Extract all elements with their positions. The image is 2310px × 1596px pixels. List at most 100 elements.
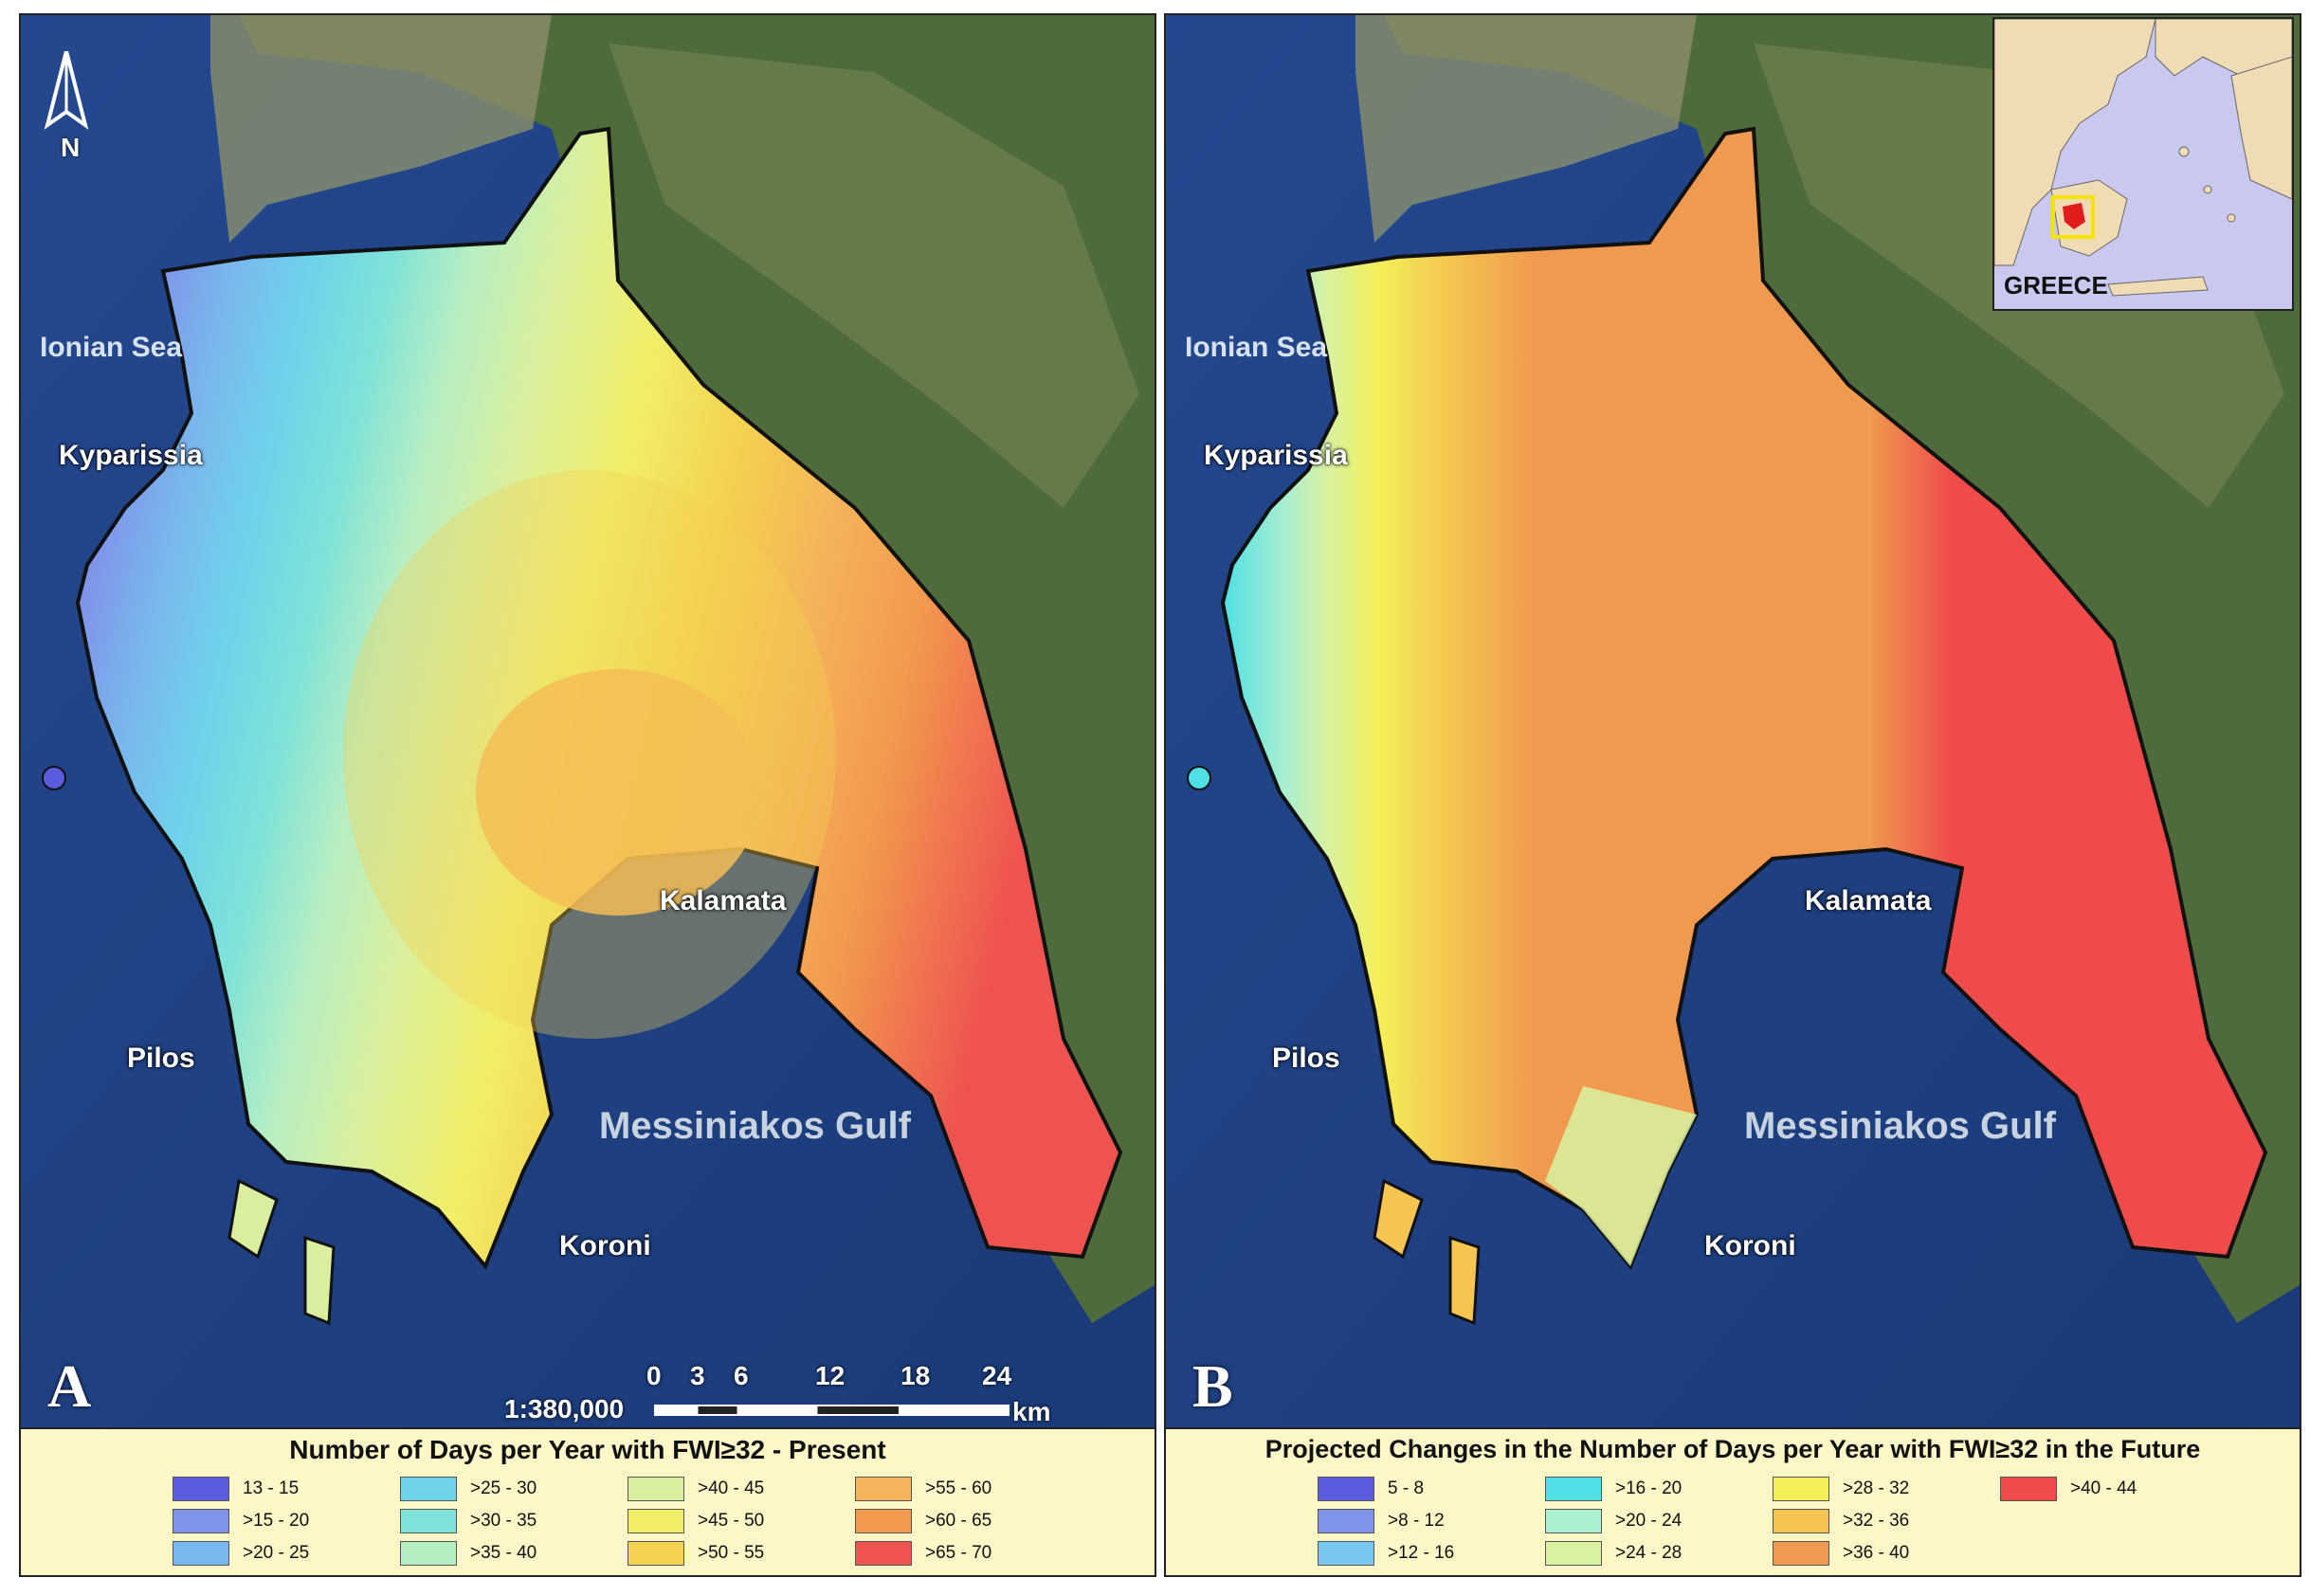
legend-swatch: [1318, 1541, 1374, 1566]
legend-swatch: [628, 1477, 684, 1501]
legend-label: >40 - 44: [2070, 1478, 2137, 1498]
kalamata-label: Kalamata: [660, 885, 787, 916]
legend-items-present: 13 - 15 >15 - 20 >20 - 25 >25 - 30 >30 - 35 >…: [21, 1477, 1155, 1571]
legend-item: >45 - 50: [628, 1509, 764, 1533]
legend-label: 5 - 8: [1388, 1478, 1425, 1498]
legend-item: >30 - 35: [400, 1509, 537, 1533]
legend-label: >25 - 30: [470, 1478, 537, 1498]
panel-letter-b: B: [1192, 1352, 1233, 1420]
legend-label: >50 - 55: [698, 1543, 765, 1563]
legend-swatch: [400, 1477, 457, 1501]
legend-swatch: [400, 1509, 457, 1533]
legend-title-future: Projected Changes in the Number of Days …: [1264, 1435, 2201, 1463]
legend-swatch: [400, 1541, 457, 1566]
legend-swatch: [1773, 1509, 1829, 1533]
legend-label: >24 - 28: [1615, 1543, 1682, 1563]
legend-label: >30 - 35: [470, 1511, 537, 1531]
legend-label: >36 - 40: [1843, 1543, 1910, 1563]
legend-title-present: Number of Days per Year with FWI≥32 - Pr…: [289, 1435, 886, 1464]
legend-item: >16 - 20: [1545, 1477, 1682, 1501]
legend-label: >16 - 20: [1615, 1478, 1682, 1498]
scale-tick-12: 12: [815, 1361, 846, 1390]
legend-label: >45 - 50: [698, 1511, 765, 1531]
kyparissia-label: Kyparissia: [59, 440, 203, 471]
legend-item: >35 - 40: [400, 1541, 537, 1566]
legend-label: >40 - 45: [698, 1478, 765, 1498]
legend-swatch: [173, 1477, 229, 1501]
scale-unit: km: [1012, 1397, 1051, 1426]
panel-letter-a: A: [47, 1352, 92, 1420]
koroni-label: Koroni: [1704, 1230, 1796, 1261]
ionian-sea-label: Ionian Sea: [1185, 332, 1328, 363]
legend-swatch: [855, 1541, 912, 1566]
legend-item: >24 - 28: [1545, 1541, 1682, 1566]
scale-bar: [654, 1405, 1009, 1416]
legend-item: 5 - 8: [1318, 1477, 1424, 1501]
pilos-label: Pilos: [1272, 1043, 1340, 1074]
kyparissia-label: Kyparissia: [1204, 440, 1348, 471]
legend-item: >36 - 40: [1773, 1541, 1909, 1566]
pilos-label: Pilos: [127, 1043, 195, 1074]
legend-swatch: [628, 1541, 684, 1566]
greece-inset-svg: [1994, 19, 2292, 297]
legend-item: >40 - 44: [2000, 1477, 2137, 1501]
ionian-sea-label: Ionian Sea: [40, 332, 183, 363]
messiniakos-gulf-label: Messiniakos Gulf: [599, 1105, 911, 1147]
legend-swatch: [1773, 1477, 1829, 1501]
legend-item: >15 - 20: [173, 1509, 309, 1533]
legend-future: Projected Changes in the Number of Days …: [1166, 1427, 2300, 1575]
legend-label: >35 - 40: [470, 1543, 537, 1563]
legend-label: >12 - 16: [1388, 1543, 1455, 1563]
legend-label: >60 - 65: [925, 1511, 992, 1531]
legend-items-future: 5 - 8 >8 - 12 >12 - 16 >16 - 20 >20 - 24 >24 …: [1166, 1477, 2300, 1571]
legend-swatch: [855, 1477, 912, 1501]
legend-label: >65 - 70: [925, 1543, 992, 1563]
scale-ratio: 1:380,000: [504, 1394, 625, 1424]
legend-label: >20 - 24: [1615, 1511, 1682, 1531]
greece-inset-map: GREECE: [1992, 17, 2294, 311]
legend-item: 13 - 15: [173, 1477, 299, 1501]
legend-swatch: [1318, 1477, 1374, 1501]
kalamata-label: Kalamata: [1805, 885, 1932, 916]
map-present: [21, 15, 1155, 1427]
koroni-label: Koroni: [559, 1230, 651, 1261]
legend-item: >50 - 55: [628, 1541, 764, 1566]
legend-item: >40 - 45: [628, 1477, 764, 1501]
legend-swatch: [1318, 1509, 1374, 1533]
inset-greece-label: GREECE: [2004, 271, 2108, 299]
legend-swatch: [628, 1509, 684, 1533]
scale-tick-6: 6: [734, 1361, 749, 1390]
map-panel-present: N Ionian Sea Kyparissia Pilos Kalamata K…: [19, 13, 1156, 1577]
legend-swatch: [2000, 1477, 2057, 1501]
legend-label: >8 - 12: [1388, 1511, 1445, 1531]
legend-item: >20 - 24: [1545, 1509, 1682, 1533]
scale-tick-3: 3: [690, 1361, 705, 1390]
legend-swatch: [173, 1541, 229, 1566]
legend-label: >32 - 36: [1843, 1511, 1910, 1531]
legend-present: Number of Days per Year with FWI≥32 - Pr…: [21, 1427, 1155, 1575]
legend-swatch: [1545, 1477, 1602, 1501]
legend-item: >65 - 70: [855, 1541, 991, 1566]
legend-swatch: [1545, 1541, 1602, 1566]
north-label: N: [61, 133, 81, 162]
scale-tick-0: 0: [646, 1361, 662, 1390]
legend-label: >20 - 25: [243, 1543, 310, 1563]
legend-item: >8 - 12: [1318, 1509, 1445, 1533]
scale-tick-24: 24: [982, 1361, 1012, 1390]
legend-item: >32 - 36: [1773, 1509, 1909, 1533]
messiniakos-gulf-label: Messiniakos Gulf: [1744, 1105, 2056, 1147]
scale-tick-18: 18: [900, 1361, 931, 1390]
legend-item: >28 - 32: [1773, 1477, 1909, 1501]
legend-label: >55 - 60: [925, 1478, 992, 1498]
legend-label: >28 - 32: [1843, 1478, 1910, 1498]
legend-item: >25 - 30: [400, 1477, 537, 1501]
legend-swatch: [1545, 1509, 1602, 1533]
legend-item: >12 - 16: [1318, 1541, 1454, 1566]
legend-label: 13 - 15: [243, 1478, 300, 1498]
legend-swatch: [855, 1509, 912, 1533]
legend-item: >55 - 60: [855, 1477, 991, 1501]
legend-label: >15 - 20: [243, 1511, 310, 1531]
legend-swatch: [1773, 1541, 1829, 1566]
legend-item: >60 - 65: [855, 1509, 991, 1533]
legend-swatch: [173, 1509, 229, 1533]
